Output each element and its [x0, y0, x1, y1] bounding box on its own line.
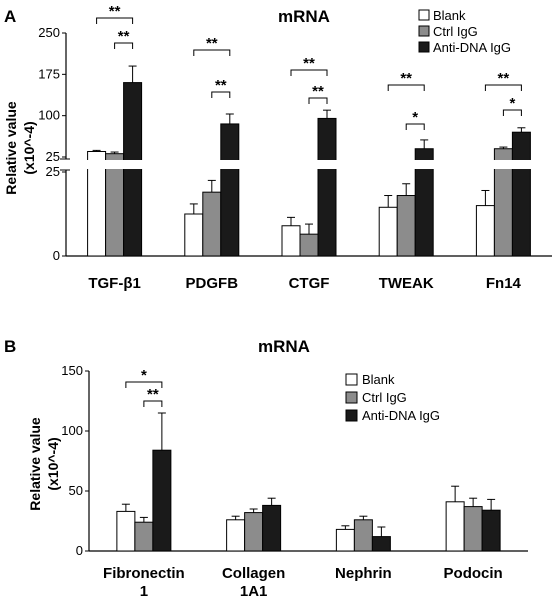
chart-a-bar — [123, 82, 143, 257]
chart-b-significance-bracket — [143, 400, 163, 407]
chart-a-significance-bracket — [308, 97, 328, 104]
chart-a-category-label: CTGF — [289, 275, 330, 292]
chart-b-bar — [335, 528, 355, 552]
chart-a-ytick-label: 25 — [46, 149, 60, 164]
chart-b-significance-bracket — [125, 381, 163, 388]
chart-b-legend-swatch — [345, 391, 358, 404]
chart-a-bar — [281, 225, 301, 257]
chart-b-bar — [371, 536, 391, 552]
chart-a-legend-label: Anti-DNA IgG — [433, 40, 511, 55]
chart-a-legend-label: Blank — [433, 8, 466, 23]
chart-b-bar — [481, 509, 501, 552]
chart-a-ylabel-line1: Relative value — [3, 101, 19, 195]
chart-a-significance-bracket — [96, 17, 134, 24]
chart-b-bar — [353, 519, 373, 552]
chart-a-legend-label: Ctrl IgG — [433, 24, 478, 39]
chart-b-ytick-label: 100 — [61, 423, 83, 438]
chart-a-bar — [317, 117, 337, 257]
chart-a-significance-bracket — [211, 91, 231, 98]
chart-a-bar — [184, 213, 204, 257]
chart-b-category-label: Collagen — [222, 565, 285, 582]
chart-a-ytick-label: 250 — [38, 25, 60, 40]
chart-b-category-label: Nephrin — [335, 565, 392, 582]
chart-a-significance-bracket — [484, 84, 522, 91]
chart-a-significance-label: * — [412, 109, 418, 126]
chart-a-category-label: Fn14 — [486, 275, 522, 292]
chart-b-category-label: Fibronectin — [103, 565, 185, 582]
chart-a-bar — [105, 153, 125, 257]
chart-a-ytick-label: 100 — [38, 108, 60, 123]
chart-a-ytick-label: 25 — [46, 164, 60, 179]
chart-b-category-label: 1A1 — [240, 583, 268, 600]
chart-b-bar — [152, 449, 172, 552]
chart-b-legend-swatch — [345, 373, 358, 386]
panel-letter-a: A — [4, 7, 16, 26]
chart-b-legend-label: Blank — [362, 372, 395, 387]
chart-b-ylabel-line2: (x10^-4) — [45, 437, 61, 490]
chart-a-significance-bracket — [114, 42, 134, 49]
chart-a-category-label: PDGFB — [186, 275, 239, 292]
chart-a-significance-label: ** — [303, 55, 315, 72]
chart-a-ytick-label: 175 — [38, 66, 60, 81]
chart-a-significance-label: ** — [109, 3, 121, 20]
chart-b-bar — [463, 506, 483, 552]
chart-a-bar — [396, 195, 416, 257]
chart-b-significance-label: ** — [147, 386, 159, 403]
chart-a-bar — [378, 206, 398, 257]
panel-letter-b: B — [4, 337, 16, 356]
chart-b-ylabel-line1: Relative value — [27, 417, 43, 511]
chart-a-ytick-label: 0 — [53, 248, 60, 263]
chart-b-legend-label: Ctrl IgG — [362, 390, 407, 405]
chart-a-legend-swatch — [418, 25, 430, 37]
chart-b-bar — [226, 519, 246, 552]
chart-a-significance-label: ** — [215, 77, 227, 94]
chart-b-significance-label: * — [141, 367, 147, 384]
chart-a-bar — [511, 131, 531, 257]
chart-b-ytick-label: 150 — [61, 363, 83, 378]
chart-a-significance-label: * — [509, 95, 515, 112]
chart-b-category-label: 1 — [140, 583, 148, 600]
chart-a-title: mRNA — [278, 7, 330, 26]
chart-a-legend-swatch — [418, 9, 430, 21]
chart-b-ytick-label: 50 — [69, 483, 83, 498]
chart-a-significance-label: ** — [206, 35, 218, 52]
chart-a-significance-label: ** — [498, 70, 510, 87]
chart-a-significance-label: ** — [118, 28, 130, 45]
chart-a-significance-bracket — [193, 49, 231, 56]
chart-b-bar — [116, 510, 136, 552]
chart-a-bar — [220, 123, 240, 257]
chart-a-category-label: TGF-β1 — [88, 275, 141, 292]
chart-a-category-label: TWEAK — [379, 275, 434, 292]
chart-a-significance-bracket — [387, 84, 425, 91]
chart-a-bar — [202, 191, 222, 257]
chart-b-bar — [445, 501, 465, 552]
chart-b-bar — [262, 504, 282, 552]
chart-a-bar — [299, 233, 319, 257]
chart-b-title: mRNA — [258, 337, 310, 356]
chart-b-legend-swatch — [345, 409, 358, 422]
chart-b-bar — [244, 512, 264, 552]
chart-b-ytick-label: 0 — [76, 543, 83, 558]
chart-a-ylabel-line2: (x10^-4) — [21, 121, 37, 174]
chart-b-legend-label: Anti-DNA IgG — [362, 408, 440, 423]
chart-a-significance-label: ** — [312, 83, 324, 100]
chart-a-bar — [475, 205, 495, 257]
chart-a-significance-label: ** — [400, 70, 412, 87]
chart-b-category-label: Podocin — [444, 565, 503, 582]
chart-a-significance-bracket — [502, 109, 522, 116]
chart-a-significance-bracket — [290, 69, 328, 76]
chart-a-legend-swatch — [418, 41, 430, 53]
chart-b-bar — [134, 521, 154, 552]
chart-a-significance-bracket — [405, 123, 425, 130]
chart-a-axis-break-overlay — [67, 160, 557, 169]
